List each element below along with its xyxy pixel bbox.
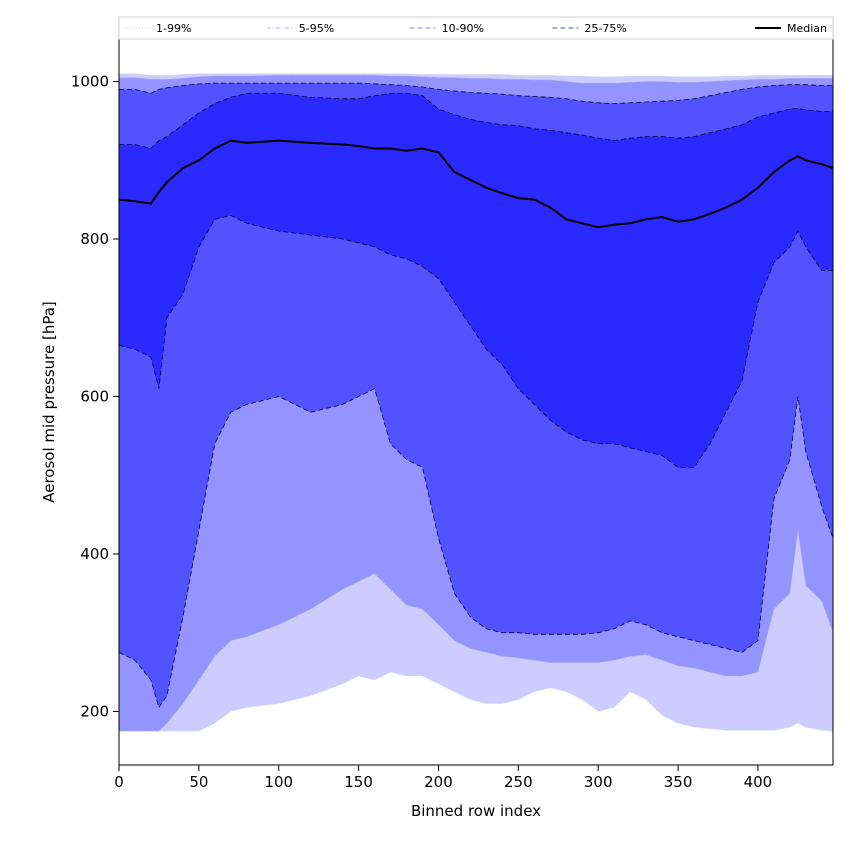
y-tick-label-800: 800 bbox=[80, 230, 109, 248]
line-25-75%-upper bbox=[119, 92, 833, 149]
percentile-boundary-lines bbox=[118, 73, 834, 732]
x-tick-label-250: 250 bbox=[504, 773, 533, 791]
legend: 1-99% 5-95% 10-90% 25-75% Median bbox=[118, 16, 834, 40]
percentile-bands bbox=[119, 73, 833, 732]
y-axis-label: Aerosol mid pressure [hPa] bbox=[40, 301, 58, 503]
line-5-95%-upper bbox=[119, 74, 833, 84]
x-tick-label-400: 400 bbox=[744, 773, 773, 791]
legend-box bbox=[118, 16, 834, 40]
legend-label-10-90%: 10-90% bbox=[442, 22, 484, 35]
median-line bbox=[118, 139, 834, 229]
x-axis-label: Binned row index bbox=[411, 802, 541, 820]
legend-label-5-95%: 5-95% bbox=[299, 22, 334, 35]
x-tick-label-100: 100 bbox=[264, 773, 293, 791]
y-tick-label-200: 200 bbox=[80, 702, 109, 720]
x-tick-label-150: 150 bbox=[344, 773, 373, 791]
y-tick-label-600: 600 bbox=[80, 387, 109, 405]
x-axis: 0 50 100 150 200 250 300 350 400 bbox=[114, 765, 772, 791]
y-axis: 200 400 600 800 1000 bbox=[71, 73, 119, 720]
x-tick-label-200: 200 bbox=[424, 773, 453, 791]
legend-label-Median: Median bbox=[787, 22, 827, 35]
x-tick-label-50: 50 bbox=[189, 773, 208, 791]
line-10-90%-upper bbox=[119, 82, 833, 105]
y-tick-label-1000: 1000 bbox=[71, 73, 109, 91]
x-tick-label-0: 0 bbox=[114, 773, 124, 791]
legend-label-1-99%: 1-99% bbox=[156, 22, 191, 35]
legend-label-25-75%: 25-75% bbox=[584, 22, 626, 35]
y-tick-label-400: 400 bbox=[80, 545, 109, 563]
x-tick-label-350: 350 bbox=[664, 773, 693, 791]
line-25-75%-lower bbox=[118, 214, 833, 468]
band-25-75% bbox=[119, 93, 833, 468]
x-tick-label-300: 300 bbox=[584, 773, 613, 791]
line-10-90%-lower bbox=[118, 388, 834, 709]
